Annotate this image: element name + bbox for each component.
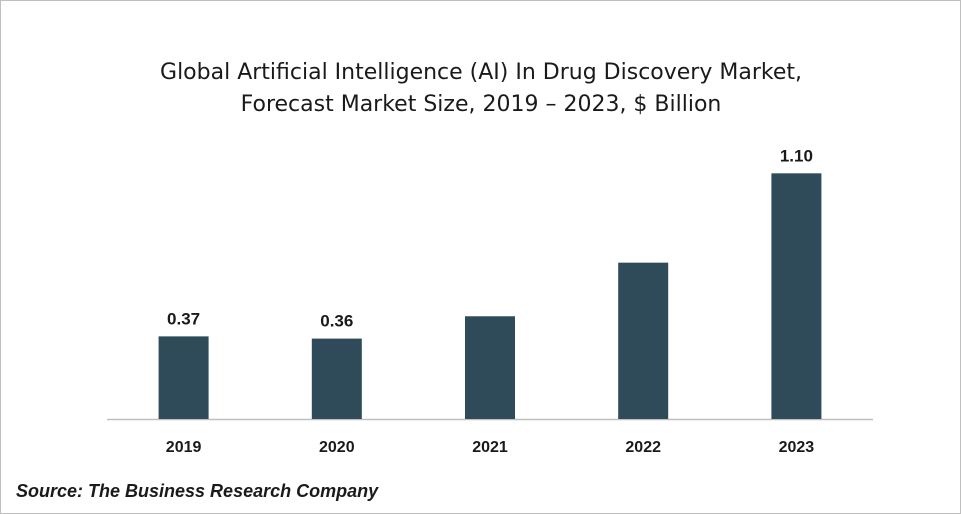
x-tick-label-2020: 2020 xyxy=(319,439,355,456)
source-note: Source: The Business Research Company xyxy=(16,481,379,501)
bar-2019 xyxy=(158,336,209,419)
data-label-2019: 0.37 xyxy=(167,309,200,328)
bar-2020 xyxy=(311,338,362,419)
bar-2023 xyxy=(771,173,822,419)
data-label-2023: 1.10 xyxy=(780,146,813,165)
bar-chart: Global Artificial Intelligence (AI) In D… xyxy=(107,60,873,456)
chart-title-line-2: Forecast Market Size, 2019 – 2023, $ Bil… xyxy=(241,92,722,117)
x-tick-label-2019: 2019 xyxy=(166,439,202,456)
data-label-2020: 0.36 xyxy=(320,312,353,331)
bar-2022 xyxy=(618,262,669,419)
chart-title-line-1: Global Artificial Intelligence (AI) In D… xyxy=(160,60,802,85)
x-tick-label-2023: 2023 xyxy=(779,439,815,456)
x-tick-label-2022: 2022 xyxy=(625,439,661,456)
x-tick-label-2021: 2021 xyxy=(472,439,508,456)
plot-area: 0.37 2019 0.36 2020 2021 2022 1.10 2023 xyxy=(107,146,873,456)
bar-2021 xyxy=(465,316,515,419)
